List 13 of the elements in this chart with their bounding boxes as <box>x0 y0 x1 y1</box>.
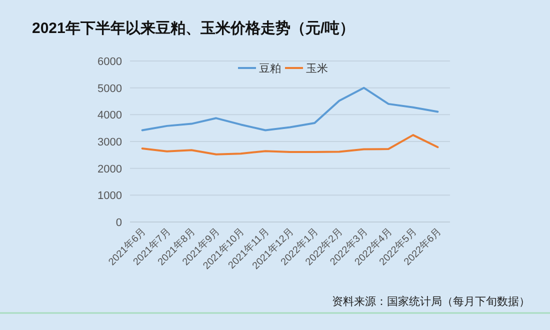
y-tick-label: 5000 <box>98 82 122 95</box>
y-tick-label: 2000 <box>98 163 122 176</box>
chart-title: 2021年下半年以来豆粕、玉米价格走势（元/吨） <box>32 20 355 37</box>
line-series <box>141 134 439 156</box>
y-tick-label: 1000 <box>98 190 122 202</box>
line-series <box>141 86 439 132</box>
y-tick-label: 0 <box>116 217 122 229</box>
text: 资料来源：国家统计局（每月下旬数据） <box>332 295 530 308</box>
y-tick-label: 3000 <box>98 136 122 148</box>
legend-label: 豆粕 <box>259 63 281 75</box>
legend-label: 玉米 <box>306 62 328 75</box>
y-tick-label: 6000 <box>98 56 122 68</box>
y-tick-label: 4000 <box>98 110 122 122</box>
